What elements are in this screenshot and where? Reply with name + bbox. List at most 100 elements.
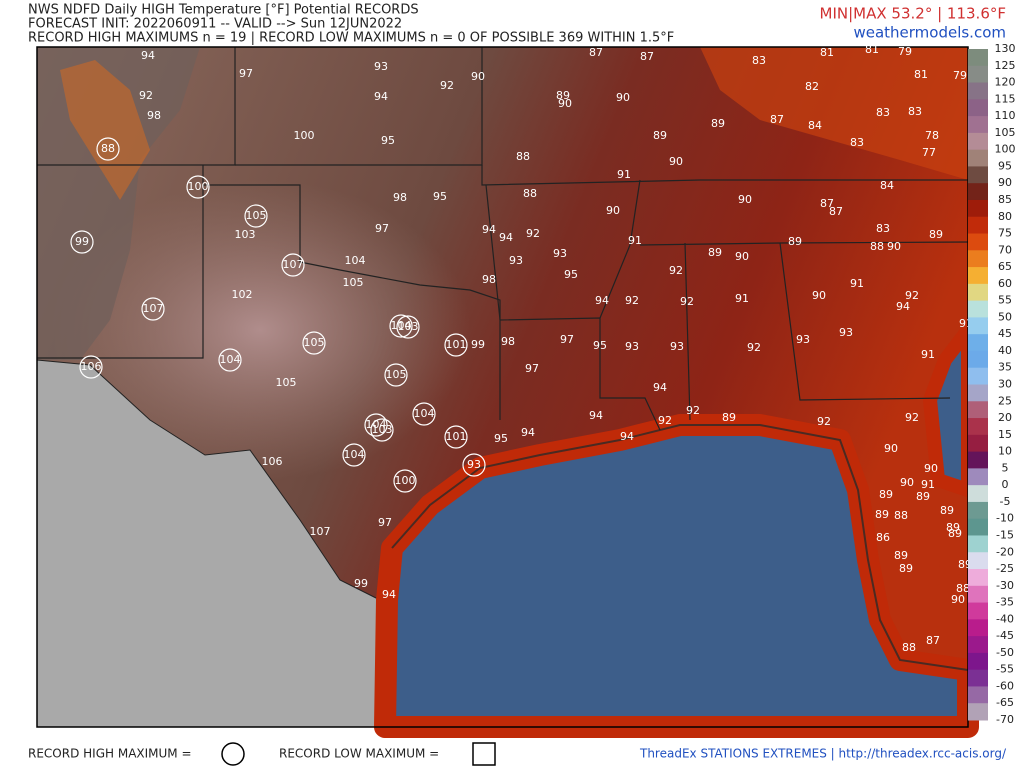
record-high-marker	[393, 469, 417, 493]
colorbar-tick-label: 50	[998, 310, 1012, 323]
colorbar-segment	[968, 703, 988, 721]
station-value: 84	[808, 119, 822, 132]
station-value: 91	[735, 292, 749, 305]
station-value: 97	[378, 516, 392, 529]
station-value: 93	[509, 254, 523, 267]
station-value: 89	[722, 411, 736, 424]
station-value: 87	[589, 46, 603, 59]
station-value: 88	[523, 187, 537, 200]
colorbar-tick-label: 10	[998, 445, 1012, 458]
colorbar-tick-label: -65	[996, 696, 1014, 709]
station-value: 83	[850, 136, 864, 149]
station-value: 105	[386, 368, 407, 381]
station-value: 89	[940, 504, 954, 517]
station-value: 87	[770, 113, 784, 126]
station-value: 92	[686, 404, 700, 417]
station-value: 94	[521, 426, 535, 439]
colorbar-tick-label: 65	[998, 260, 1012, 273]
colorbar-segment	[968, 334, 988, 352]
coastline	[391, 424, 969, 671]
site: weathermodels.com	[853, 24, 1006, 42]
colorbar-segment	[968, 518, 988, 536]
colorbar-tick-label: 70	[998, 243, 1012, 256]
station-value: 87	[926, 634, 940, 647]
station-value: 90	[900, 476, 914, 489]
station-value: 83	[876, 106, 890, 119]
station-value: 107	[283, 258, 304, 271]
station-value: 90	[606, 204, 620, 217]
station-value: 89	[653, 129, 667, 142]
colorbar-segment	[968, 535, 988, 553]
station-value: 92	[440, 79, 454, 92]
station-value: 100	[294, 129, 315, 142]
high-legend-symbol	[221, 742, 245, 766]
record-high-marker	[281, 253, 305, 277]
station-value: 91	[850, 277, 864, 290]
record-high-marker	[96, 137, 120, 161]
station-value: 83	[908, 105, 922, 118]
station-value: 97	[525, 362, 539, 375]
colorbar-tick-label: 0	[1002, 478, 1009, 491]
colorbar-tick-label: -20	[996, 545, 1014, 558]
station-value: 97	[560, 333, 574, 346]
colorbar-tick-label: -30	[996, 579, 1014, 592]
station-value: 107	[310, 525, 331, 538]
station-value: 82	[805, 80, 819, 93]
record-high-marker	[186, 175, 210, 199]
colorbar-segment	[968, 367, 988, 385]
colorbar-segment	[968, 166, 988, 184]
colorbar-tick-label: 45	[998, 327, 1012, 340]
station-value: 89	[948, 527, 962, 540]
record-high-marker	[218, 348, 242, 372]
colorbar-segment	[968, 602, 988, 620]
station-value: 105	[343, 276, 364, 289]
station-value: 106	[81, 360, 102, 373]
station-value: 93	[374, 60, 388, 73]
colorbar-tick-label: -40	[996, 612, 1014, 625]
record-high-marker	[79, 355, 103, 379]
station-value: 89	[929, 228, 943, 241]
station-value: 92	[139, 89, 153, 102]
record-high-marker	[141, 297, 165, 321]
station-value: 90	[738, 193, 752, 206]
station-value: 104	[344, 448, 365, 461]
station-value: 87	[640, 50, 654, 63]
record-high-marker	[244, 204, 268, 228]
colorbar-tick-label: 100	[995, 143, 1016, 156]
colorbar-segment	[968, 49, 988, 67]
state-lines	[37, 47, 969, 431]
station-value: 93	[625, 340, 639, 353]
station-value: 92	[625, 294, 639, 307]
station-value: 94	[482, 223, 496, 236]
station-value: 92	[905, 411, 919, 424]
station-value: 103	[398, 320, 419, 333]
station-value: 92	[526, 227, 540, 240]
colorbar-segment	[968, 199, 988, 218]
station-value: 98	[482, 273, 496, 286]
colorbar-segment	[968, 250, 988, 268]
colorbar-tick-label: 5	[1002, 461, 1009, 474]
station-value: 90	[812, 289, 826, 302]
station-value: 94	[499, 231, 513, 244]
station-value: 98	[147, 109, 161, 122]
colorbar-tick-label: 30	[998, 378, 1012, 391]
colorbar-tick-label: 60	[998, 277, 1012, 290]
colorbar-tick-label: -50	[996, 646, 1014, 659]
station-value: 79	[953, 69, 967, 82]
station-value: 100	[395, 474, 416, 487]
min-max: MIN|MAX 53.2° | 113.6°F	[820, 5, 1006, 23]
station-value: 90	[616, 91, 630, 104]
station-value: 88	[894, 509, 908, 522]
colorbar-tick-label: -15	[996, 528, 1014, 541]
station-value: 91	[617, 168, 631, 181]
map	[36, 46, 979, 738]
station-value: 90	[887, 240, 901, 253]
colorbar-segment	[968, 183, 988, 201]
station-value: 92	[747, 341, 761, 354]
colorbar-tick-label: 80	[998, 210, 1012, 223]
station-value: 102	[232, 288, 253, 301]
station-value: 88	[956, 582, 970, 595]
colorbar-segment	[968, 669, 988, 687]
colorbar-segment	[968, 384, 988, 402]
